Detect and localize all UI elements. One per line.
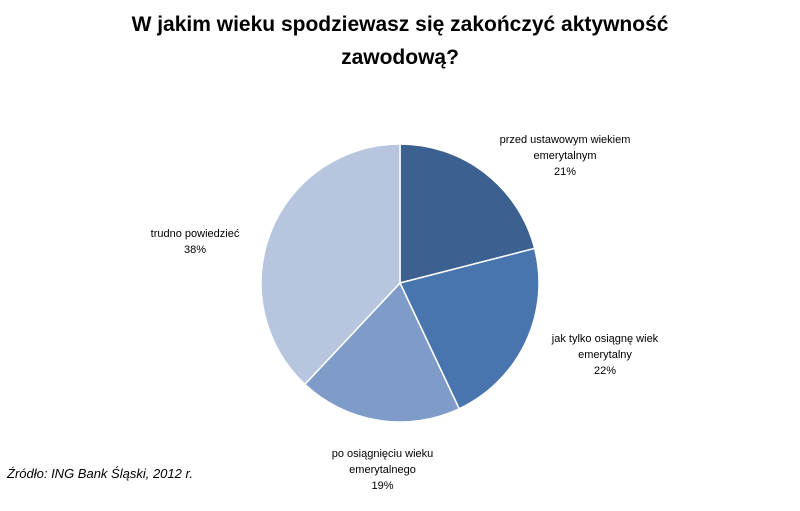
slice-label-po-osiagnieciu: po osiągnięciu wieku emerytalnego 19% bbox=[300, 446, 465, 494]
slice-label-line: przed ustawowym wiekiem bbox=[499, 134, 631, 146]
slice-label-line: emerytalnym bbox=[533, 150, 597, 162]
slice-value-label: 21% bbox=[553, 166, 577, 178]
pie-slice-przed-ustawowym bbox=[399, 143, 536, 284]
source-note: Źródło: ING Bank Śląski, 2012 r. bbox=[7, 466, 193, 481]
slice-label-line: emerytalnego bbox=[349, 464, 416, 476]
slice-label-przed-ustawowym: przed ustawowym wiekiem emerytalnym 21% bbox=[470, 132, 660, 180]
slice-label-trudno-powiedziec: trudno powiedzieć 38% bbox=[135, 226, 255, 258]
chart-title: W jakim wieku spodziewasz się zakończyć … bbox=[131, 13, 669, 69]
slice-label-line: emerytalny bbox=[578, 349, 632, 361]
slice-label-line: jak tylko osiągnę wiek bbox=[551, 333, 659, 345]
slice-label-jak-tylko: jak tylko osiągnę wiek emerytalny 22% bbox=[520, 331, 690, 379]
slice-value-label: 22% bbox=[593, 365, 617, 377]
pie-slice-po-osiagnieciu bbox=[303, 281, 461, 423]
slice-label-line: trudno powiedzieć bbox=[150, 228, 240, 240]
slice-label-line: po osiągnięciu wieku bbox=[331, 448, 434, 460]
slice-value-label: 19% bbox=[371, 480, 394, 492]
pie-slice-trudno-powiedziec bbox=[260, 143, 401, 386]
pie-slice-jak-tylko bbox=[398, 247, 540, 410]
slice-value-label: 38% bbox=[183, 244, 207, 256]
